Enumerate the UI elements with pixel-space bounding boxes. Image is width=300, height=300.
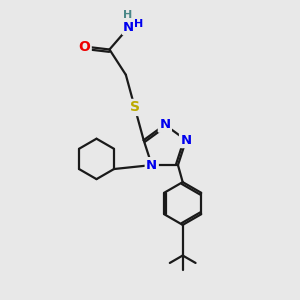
Text: H: H [123,10,132,20]
Text: N: N [146,159,157,172]
Text: N: N [123,21,134,34]
Text: S: S [130,100,140,114]
Text: O: O [78,40,90,53]
Text: N: N [159,118,170,131]
Text: H: H [134,19,143,28]
Text: N: N [181,134,192,147]
